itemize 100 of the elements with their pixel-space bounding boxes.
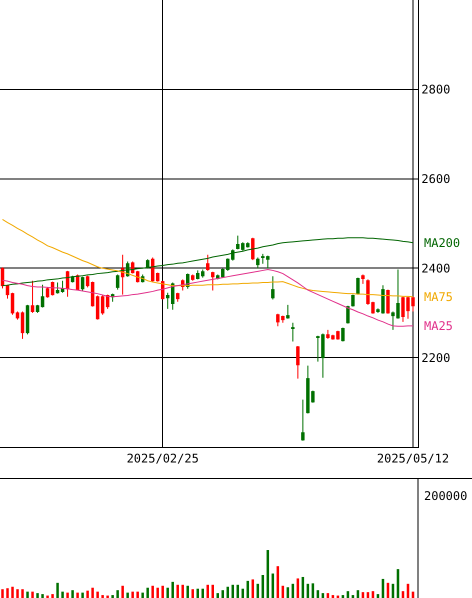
series-label: MA25 — [424, 319, 453, 333]
bar — [51, 594, 54, 598]
bar — [246, 580, 250, 598]
candlestick — [251, 237, 255, 261]
bar — [101, 595, 104, 598]
bar — [392, 584, 394, 598]
bar — [136, 592, 139, 598]
bar — [266, 550, 270, 598]
bar — [406, 584, 410, 598]
bar — [181, 584, 184, 598]
candlestick — [301, 399, 305, 442]
y-tick-label: 2200 — [421, 350, 450, 365]
candlestick — [271, 276, 275, 300]
y-tick-label: 2400 — [421, 261, 450, 276]
bar — [402, 591, 404, 598]
candlestick — [76, 274, 80, 292]
bar — [166, 588, 169, 598]
bar — [116, 590, 119, 598]
bar — [176, 584, 179, 598]
bar — [156, 588, 159, 598]
bar — [111, 595, 114, 598]
bar — [232, 584, 234, 598]
bar — [302, 576, 304, 598]
bar — [91, 588, 94, 598]
candlestick — [120, 254, 124, 296]
bar — [66, 592, 69, 598]
bar — [262, 575, 264, 598]
candlestick — [146, 258, 150, 270]
bar — [21, 589, 24, 598]
line-series — [2, 218, 414, 298]
bar — [216, 593, 220, 598]
bar — [382, 578, 384, 598]
candlestick — [286, 304, 290, 320]
bar — [372, 591, 374, 598]
bar — [126, 592, 129, 598]
bar — [242, 588, 244, 598]
bar — [31, 592, 34, 598]
candlestick — [26, 304, 30, 335]
bar — [312, 583, 314, 598]
bar — [272, 574, 274, 598]
bar — [346, 591, 350, 598]
bar — [286, 587, 290, 598]
candlestick — [296, 345, 300, 380]
candlestick — [206, 254, 210, 272]
bar — [326, 593, 330, 598]
candlestick — [291, 322, 295, 342]
bar — [276, 566, 280, 598]
bar — [141, 592, 144, 598]
candlestick — [391, 311, 395, 330]
bar — [256, 584, 260, 598]
candlestick — [361, 274, 365, 284]
bar — [71, 590, 74, 598]
bar — [171, 582, 174, 598]
bar — [296, 578, 300, 598]
bar — [352, 595, 354, 598]
bar — [396, 569, 400, 598]
x-tick-label: 2025/05/12 — [376, 451, 450, 466]
bar — [226, 586, 230, 598]
candlestick — [411, 296, 415, 312]
bar — [131, 592, 134, 598]
bar — [316, 590, 320, 598]
bar — [362, 592, 364, 598]
candlestick — [116, 274, 120, 290]
bar — [366, 592, 370, 598]
bar — [1, 589, 4, 598]
bar — [96, 592, 99, 598]
candlestick — [401, 296, 405, 322]
bar — [282, 586, 284, 598]
bar — [292, 584, 294, 598]
bar — [212, 584, 214, 598]
bar — [56, 582, 59, 598]
bar — [146, 588, 149, 598]
bar — [222, 590, 224, 598]
bar — [236, 584, 240, 598]
candlestick — [396, 269, 400, 320]
line-series — [2, 269, 414, 327]
y-tick-label: 2800 — [421, 82, 450, 97]
bar — [196, 588, 199, 598]
bar — [376, 594, 380, 598]
line-series — [2, 237, 414, 286]
candlestick — [256, 256, 260, 270]
bar — [36, 593, 39, 598]
candlestick — [356, 277, 360, 296]
bar — [206, 584, 209, 598]
x-tick-label: 2025/02/25 — [126, 451, 199, 466]
bar — [186, 586, 189, 598]
bar — [41, 594, 44, 598]
text: 200000 — [424, 489, 468, 503]
bar — [386, 582, 390, 598]
bar — [191, 589, 194, 598]
bar — [201, 588, 204, 598]
candlestick — [30, 280, 34, 314]
bar — [412, 592, 414, 598]
candlestick — [386, 289, 390, 314]
series-label: MA75 — [424, 290, 453, 304]
bar — [151, 586, 154, 598]
bar — [61, 592, 64, 598]
candlestick — [66, 270, 70, 298]
bar — [322, 593, 324, 598]
bar — [161, 586, 164, 598]
